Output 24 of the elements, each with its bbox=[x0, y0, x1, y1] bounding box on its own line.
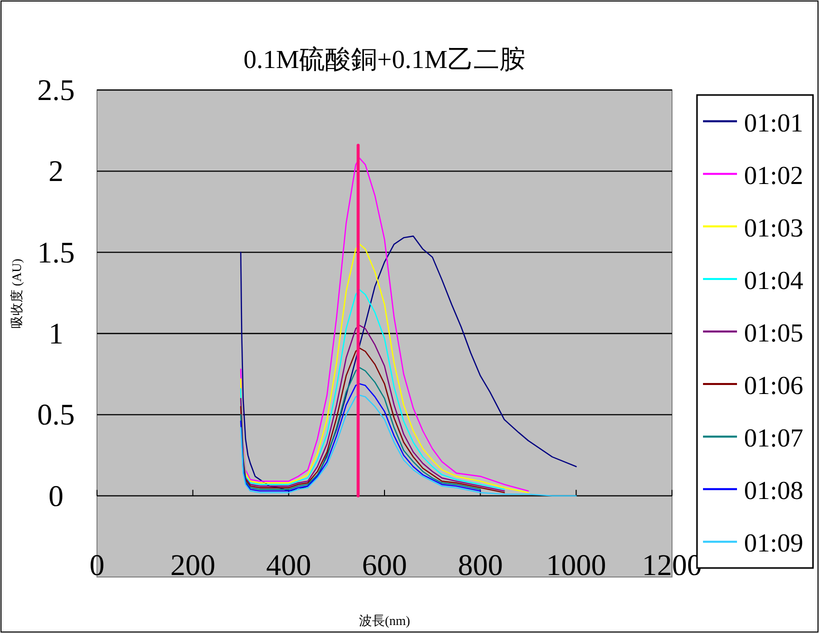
x-tick-label: 800 bbox=[458, 549, 503, 582]
legend-label: 01:09 bbox=[744, 528, 804, 558]
legend-label: 01:06 bbox=[744, 371, 804, 400]
legend-label: 01:02 bbox=[744, 160, 804, 190]
x-tick-label: 400 bbox=[266, 549, 312, 582]
legend-label: 01:08 bbox=[744, 476, 804, 506]
y-tick-label: 0.5 bbox=[37, 398, 75, 432]
legend-label: 01:07 bbox=[744, 424, 804, 453]
y-tick-label: 1 bbox=[48, 318, 64, 350]
legend-label: 01:01 bbox=[744, 108, 804, 138]
x-tick-label: 200 bbox=[170, 549, 216, 582]
y-tick-label: 2.5 bbox=[37, 74, 75, 107]
x-tick-label: 600 bbox=[362, 549, 407, 582]
x-tick-label: 0 bbox=[90, 549, 104, 582]
y-tick-label: 2 bbox=[48, 155, 64, 188]
legend-label: 01:03 bbox=[744, 213, 804, 242]
legend-label: 01:04 bbox=[744, 266, 804, 295]
legend-label: 01:05 bbox=[744, 318, 804, 348]
y-axis-title: 吸收度 (AU) bbox=[9, 258, 24, 328]
y-tick-label: 0 bbox=[48, 480, 64, 513]
chart-title: 0.1M硫酸銅+0.1M乙二胺 bbox=[244, 45, 526, 74]
y-tick-label: 1.5 bbox=[37, 236, 75, 270]
x-tick-label: 1000 bbox=[546, 549, 606, 582]
x-axis-title: 波長(nm) bbox=[358, 613, 410, 628]
